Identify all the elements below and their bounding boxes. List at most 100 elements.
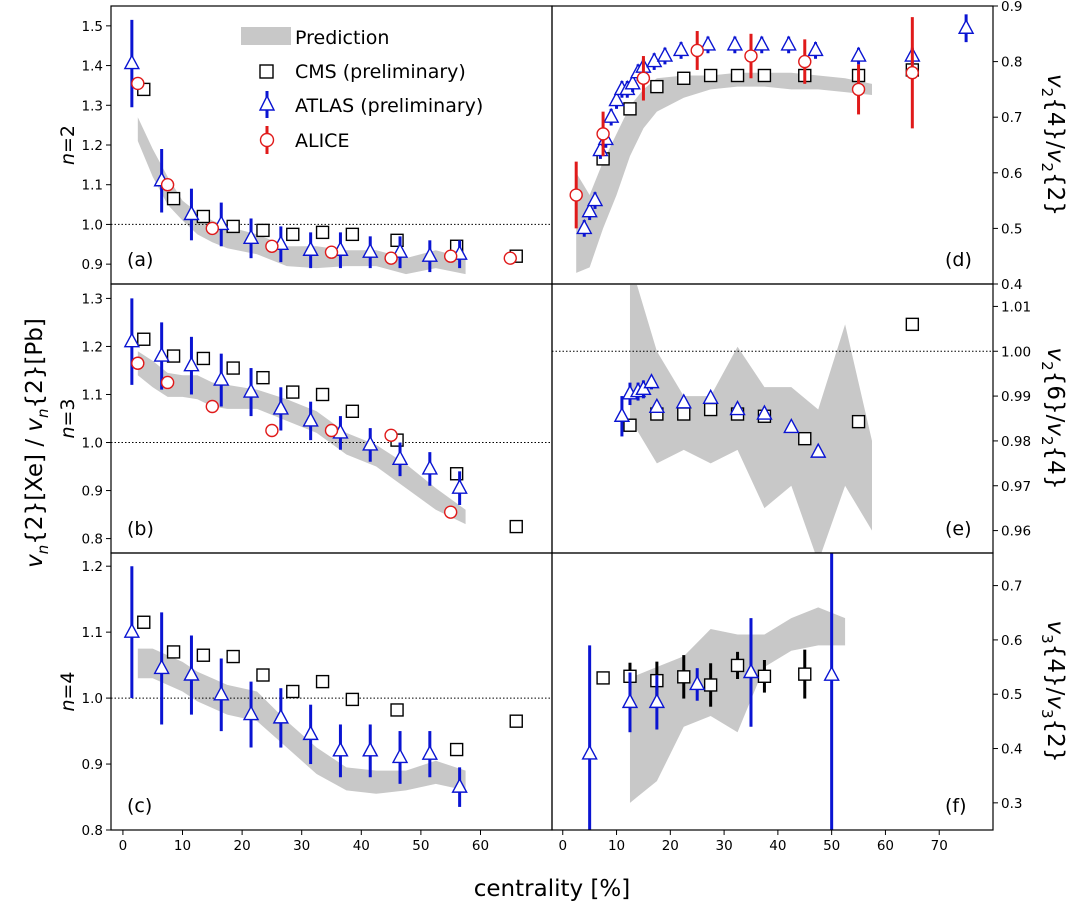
atlas-point xyxy=(608,91,625,107)
cms-point xyxy=(196,209,211,224)
atlas-point xyxy=(783,417,800,434)
x-tick-label: 60 xyxy=(472,838,489,854)
panel-a: 0.9 1.0 1.1 1.2 1.3 1.4 1.5 (a) n=2 xyxy=(57,5,553,285)
y-tick-label: 0.3 xyxy=(1001,796,1022,812)
y-tick-label: 0.4 xyxy=(1001,742,1022,758)
row-label: n=4 xyxy=(57,671,79,711)
x-tick-label: 50 xyxy=(412,838,429,854)
alice-point xyxy=(131,76,145,91)
cms-point xyxy=(596,671,610,685)
x-tick-label: 40 xyxy=(769,838,786,854)
y-tick-label: 0.6 xyxy=(1001,633,1022,649)
cms-point xyxy=(730,68,745,83)
atlas-point xyxy=(153,658,170,675)
cms-point xyxy=(256,668,270,682)
atlas-point xyxy=(451,777,468,793)
x-tick-label: 0 xyxy=(558,838,567,854)
cms-point xyxy=(345,227,360,242)
atlas-point xyxy=(153,346,170,362)
cms-point xyxy=(623,418,637,432)
cms-point xyxy=(226,361,240,375)
cms-point xyxy=(798,667,812,681)
cms-point xyxy=(851,414,866,429)
atlas-point xyxy=(362,242,379,258)
row-label: n=2 xyxy=(57,125,79,165)
y-tick-label: 1.0 xyxy=(82,217,103,233)
atlas-point xyxy=(643,373,660,389)
panel-e: 0.96 0.97 0.98 0.99 1.00 1.01 (e) v2{6}/v2{4} xyxy=(551,283,1068,554)
y-tick-label: 0.8 xyxy=(82,823,103,839)
y-tick-label: 0.4 xyxy=(1001,277,1022,293)
x-tick-label: 20 xyxy=(662,838,679,854)
atlas-point xyxy=(302,724,319,741)
cms-point xyxy=(286,385,300,399)
panel-label: (e) xyxy=(945,518,972,540)
cms-point xyxy=(798,431,812,446)
cms-point xyxy=(757,669,772,683)
cms-point xyxy=(650,79,664,94)
cms-point xyxy=(256,223,270,238)
panel-label: (b) xyxy=(127,518,154,540)
panel-f: 0.3 0.4 0.5 0.6 0.7 0 10 20 30 40 50 60 70 (f) v3{4}/v… xyxy=(551,552,1068,854)
atlas-point xyxy=(586,191,604,207)
panel-label: (d) xyxy=(945,249,972,271)
cms-point xyxy=(286,227,300,242)
y-tick-label: 1.3 xyxy=(82,291,103,307)
x-tick-label: 10 xyxy=(608,838,625,854)
x-tick-label: 0 xyxy=(119,838,128,854)
alice-point xyxy=(205,399,220,414)
cms-point xyxy=(677,670,691,684)
y-tick-label: 0.97 xyxy=(1001,479,1031,495)
panel-label: (c) xyxy=(127,795,152,817)
y-tick-label: 0.7 xyxy=(1001,110,1022,126)
cms-point xyxy=(196,351,211,366)
x-axis-label: centrality [%] xyxy=(474,876,630,902)
cms-point xyxy=(315,387,330,402)
atlas-point xyxy=(213,685,230,701)
cms-point xyxy=(256,370,270,385)
cms-point xyxy=(703,68,718,83)
legend-label-atlas: ATLAS (preliminary) xyxy=(295,95,483,117)
prediction-band xyxy=(629,607,846,803)
prediction-band xyxy=(629,284,872,553)
atlas-point xyxy=(957,18,975,34)
x-tick-label: 20 xyxy=(234,838,251,854)
alice-point xyxy=(384,428,398,443)
atlas-point xyxy=(581,744,598,760)
cms-point xyxy=(286,684,300,699)
y-axis-label-right: v3{4}/v3{2} xyxy=(1038,621,1068,763)
y-tick-label: 1.00 xyxy=(1001,344,1031,360)
legend-label-cms: CMS (preliminary) xyxy=(295,61,466,83)
alice-point xyxy=(905,66,920,80)
y-axis-label-right: v2{4}/v2{2} xyxy=(1038,74,1068,216)
atlas-point xyxy=(302,411,319,427)
alice-point xyxy=(744,49,758,63)
x-tick-label: 40 xyxy=(353,838,370,854)
cms-point xyxy=(345,692,360,707)
atlas-point xyxy=(213,370,230,386)
cms-point xyxy=(196,648,211,662)
x-tick-label: 30 xyxy=(716,838,733,854)
atlas-point xyxy=(421,744,439,760)
alice-point xyxy=(690,43,704,58)
y-tick-label: 1.1 xyxy=(82,625,103,641)
alice-point xyxy=(503,251,517,265)
panel-label: (a) xyxy=(127,249,153,271)
y-tick-label: 1.2 xyxy=(82,559,103,575)
cms-point xyxy=(166,645,181,659)
y-tick-label: 0.9 xyxy=(82,257,103,273)
cms-point xyxy=(509,519,523,534)
alice-point xyxy=(636,71,651,85)
x-tick-label: 60 xyxy=(877,838,894,854)
atlas-point xyxy=(850,46,867,62)
cms-point xyxy=(166,191,181,206)
row-label: n=3 xyxy=(57,398,79,438)
cms-point xyxy=(677,407,691,421)
alice-point xyxy=(131,356,145,370)
atlas-point xyxy=(272,708,290,724)
atlas-point xyxy=(391,242,409,258)
axes-frame xyxy=(551,552,994,831)
y-tick-label: 1.4 xyxy=(82,59,103,75)
cms-point xyxy=(137,615,151,629)
legend-atlas-marker xyxy=(258,94,276,111)
